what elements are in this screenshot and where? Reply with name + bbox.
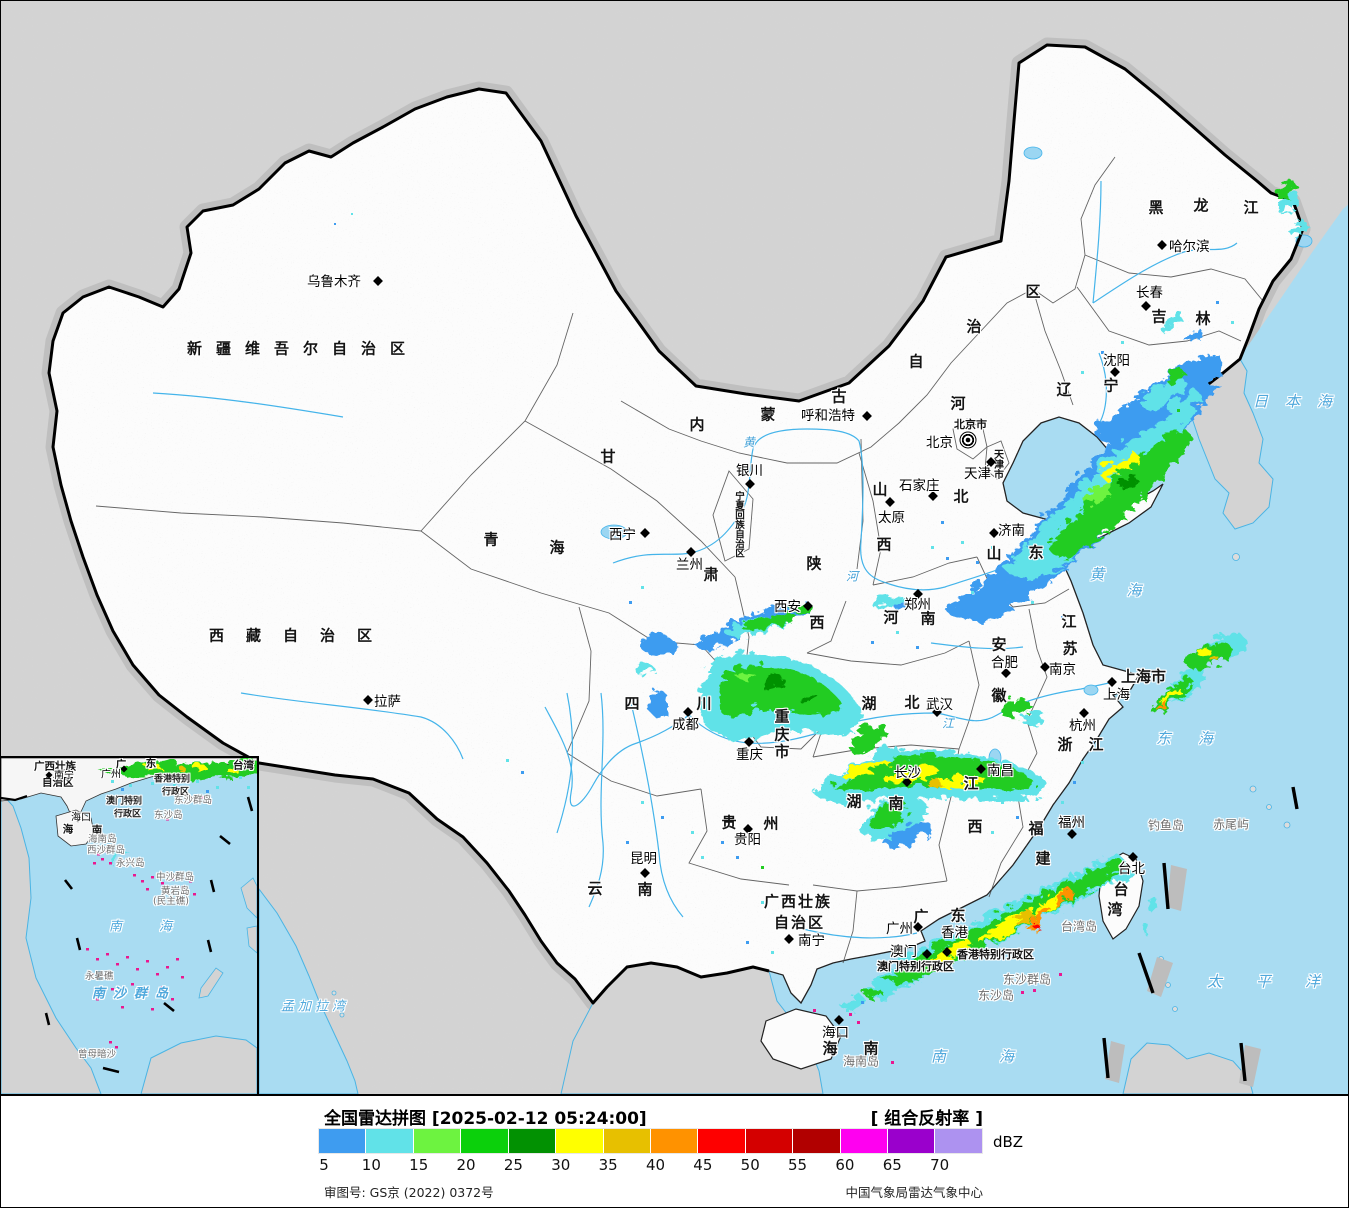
legend-tick: 15	[409, 1156, 429, 1174]
legend-tick: 20	[456, 1156, 476, 1174]
inset-philippines	[240, 877, 257, 954]
legend-tick: 60	[835, 1156, 855, 1174]
inset-echo-specks	[111, 776, 250, 789]
map-review-number: 审图号: GS京 (2022) 0372号	[324, 1185, 494, 1200]
luzon-island	[1122, 1042, 1254, 1094]
legend-tick-row: 5 10 15 20 25 30 35 40 45 50 55 60 65 70	[1, 1156, 1348, 1176]
legend-cell-65	[888, 1129, 935, 1153]
hainan-island	[760, 1008, 842, 1070]
legend-cell-50	[745, 1129, 793, 1153]
sea-bay-of-bengal	[258, 887, 359, 1094]
map-canvas: 新疆维吾尔自治区 西藏自治区青海甘肃四川重庆市陕西山西河北河南山东江苏安徽湖北湖南…	[1, 1, 1348, 1096]
legend-title: 全国雷达拼图 [2025-02-12 05:24:00]	[324, 1109, 647, 1129]
inset-china-border	[1, 794, 28, 802]
legend-cell-30	[556, 1129, 603, 1153]
legend-tick: 10	[361, 1156, 381, 1174]
legend-cell-70	[935, 1129, 982, 1153]
rivers	[152, 180, 1238, 939]
legend-unit: dBZ	[993, 1133, 1024, 1151]
legend-cell-55	[793, 1129, 840, 1153]
national-border	[47, 43, 1305, 1005]
legend-cell-25	[508, 1129, 556, 1153]
legend-cell-10	[366, 1129, 413, 1153]
nine-dash-line	[1102, 786, 1299, 1087]
inset-island-marks	[86, 796, 212, 1049]
legend-cell-5	[319, 1129, 366, 1153]
inset-echoes	[96, 758, 257, 863]
legend-tick: 65	[882, 1156, 902, 1174]
inset-borneo	[140, 1035, 257, 1094]
legend-cell-45	[698, 1129, 745, 1153]
legend-tick: 70	[930, 1156, 950, 1174]
legend-tick: 30	[551, 1156, 571, 1174]
legend-tick: 50	[740, 1156, 760, 1174]
radar-echoes	[631, 179, 1305, 1009]
inset-indochina	[1, 792, 102, 1094]
legend-tick: 35	[598, 1156, 618, 1174]
legend-cell-40	[650, 1129, 698, 1153]
south-china-sea-inset: 广西壮族 自治区广东台湾 香港特别 行政区 澳门特别 行政区海南东沙群岛 东沙岛 海南岛 西沙群…	[1, 756, 259, 1094]
china-basemap	[1, 1, 1348, 1094]
legend-cell-35	[603, 1129, 650, 1153]
legend-tick: 45	[693, 1156, 713, 1174]
legend-cell-60	[840, 1129, 888, 1153]
legend-tick: 40	[645, 1156, 666, 1174]
legend-tick: 55	[788, 1156, 808, 1174]
legend-cell-15	[413, 1129, 461, 1153]
legend-cell-20	[461, 1129, 508, 1153]
legend-product-name: [ 组合反射率 ]	[870, 1109, 983, 1129]
legend-tick: 5	[319, 1156, 329, 1174]
echo-specks	[334, 213, 1234, 1064]
reflectivity-colorbar	[318, 1128, 983, 1154]
inset-hainan	[55, 809, 95, 847]
agency-credit: 中国气象局雷达气象中心	[845, 1185, 983, 1200]
inset-palawan	[198, 967, 224, 999]
inset-basemap	[1, 758, 257, 1094]
legend-panel: 全国雷达拼图 [2025-02-12 05:24:00] [ 组合反射率 ] d…	[1, 1096, 1348, 1207]
legend-tick: 25	[503, 1156, 523, 1174]
